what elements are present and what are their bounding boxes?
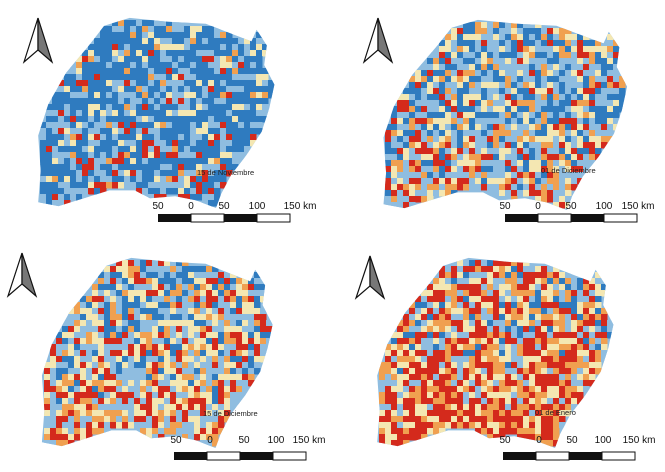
scale-tick-label: 100 — [595, 201, 613, 212]
scale-bar — [158, 213, 291, 223]
scale-tick-label: 150 km — [292, 435, 326, 446]
map-panel-01-diciembre: 01 de Diciembre 50 0 50 100 150 km — [333, 0, 665, 236]
map-canvas — [6, 252, 307, 461]
date-label: 15 de Diciembre — [203, 409, 258, 418]
scale-tick-label: 50 — [566, 435, 578, 446]
north-arrow-icon — [22, 17, 54, 64]
map-panel-01-enero: 01 de Enero 50 0 50 100 150 km — [333, 236, 665, 472]
province-map — [383, 19, 628, 211]
scale-tick-label: 0 — [188, 201, 194, 212]
map-panel-15-diciembre: 15 de Diciembre 50 0 50 100 150 km — [0, 236, 332, 472]
map-canvas — [362, 17, 638, 223]
map-canvas — [22, 17, 291, 223]
scale-tick-label: 100 — [248, 201, 266, 212]
scale-tick-label: 50 — [238, 435, 250, 446]
scale-tick-label: 50 — [218, 201, 230, 212]
map-panel-15-noviembre: 15 de Noviembre 50 0 50 100 150 km — [0, 0, 332, 236]
scale-tick-label: 100 — [267, 435, 285, 446]
scale-tick-label: 100 — [594, 435, 612, 446]
province-map — [38, 17, 275, 209]
north-arrow-icon — [354, 255, 386, 300]
scale-tick-label: 50 — [170, 435, 182, 446]
scale-tick-label: 0 — [207, 435, 213, 446]
province-map — [377, 257, 614, 448]
date-label: 01 de Enero — [535, 408, 576, 417]
scale-bar — [174, 451, 307, 461]
province-map — [41, 257, 273, 448]
scale-tick-label: 0 — [536, 435, 542, 446]
date-label: 01 de Diciembre — [541, 166, 596, 175]
north-arrow-icon — [362, 17, 394, 64]
map-canvas — [354, 255, 636, 461]
scale-bar — [503, 451, 636, 461]
date-label: 15 de Noviembre — [197, 168, 255, 177]
scale-tick-label: 50 — [152, 201, 164, 212]
scale-tick-label: 50 — [499, 201, 511, 212]
scale-tick-label: 150 km — [622, 435, 656, 446]
scale-bar — [505, 213, 638, 223]
scale-tick-label: 150 km — [621, 201, 655, 212]
scale-tick-label: 150 km — [283, 201, 317, 212]
scale-tick-label: 50 — [499, 435, 511, 446]
scale-tick-label: 50 — [565, 201, 577, 212]
north-arrow-icon — [6, 252, 38, 298]
scale-tick-label: 0 — [535, 201, 541, 212]
